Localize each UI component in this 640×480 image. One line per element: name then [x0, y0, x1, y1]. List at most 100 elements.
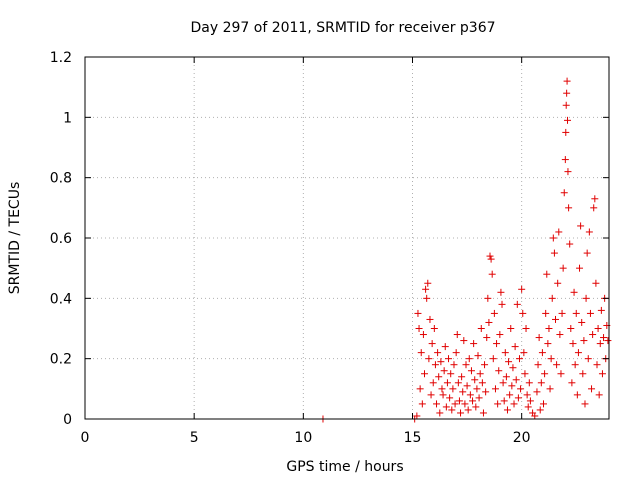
data-point: [567, 325, 575, 332]
data-point: [453, 331, 461, 339]
data-point: [490, 309, 498, 317]
x-axis-label: GPS time / hours: [286, 459, 403, 475]
data-point: [592, 279, 600, 287]
data-point: [536, 406, 544, 414]
data-point: [485, 318, 493, 326]
data-point: [500, 397, 508, 405]
y-tick-label: 1: [63, 110, 72, 126]
data-point: [442, 403, 450, 411]
data-point: [482, 388, 490, 396]
data-point: [430, 325, 438, 332]
data-point: [476, 370, 484, 378]
y-axis-label: SRMTID / TECUs: [7, 182, 23, 295]
data-point: [498, 300, 506, 308]
data-point: [451, 400, 459, 408]
data-point: [576, 264, 584, 272]
data-point: [562, 128, 570, 136]
data-point: [446, 394, 454, 402]
data-point: [553, 361, 561, 369]
plot-frame: [84, 56, 610, 420]
data-point: [591, 195, 599, 203]
data-point: [467, 367, 475, 375]
data-point: [489, 355, 497, 363]
data-point: [424, 279, 432, 287]
data-point: [461, 400, 469, 408]
data-point: [415, 325, 423, 332]
y-tick-label: 0: [63, 412, 72, 428]
data-point: [545, 325, 553, 332]
data-point: [413, 412, 421, 420]
data-point: [439, 391, 447, 399]
x-tick-label: 20: [513, 430, 531, 446]
data-point: [597, 306, 605, 314]
data-point: [596, 340, 604, 348]
data-point: [431, 361, 439, 369]
data-point: [584, 355, 592, 363]
data-point: [474, 352, 482, 360]
data-point: [515, 355, 523, 363]
data-point: [447, 370, 455, 378]
data-point: [548, 294, 556, 302]
data-point: [524, 403, 532, 411]
data-point: [419, 331, 427, 339]
data-point: [421, 370, 429, 378]
data-point: [557, 370, 565, 378]
data-point: [418, 400, 426, 408]
data-point: [569, 340, 577, 348]
data-point: [589, 331, 597, 339]
data-point: [582, 294, 590, 302]
data-point: [560, 189, 568, 197]
data-point: [429, 379, 437, 387]
data-point: [466, 391, 474, 399]
data-point: [470, 340, 478, 348]
data-point: [533, 388, 541, 396]
data-point: [518, 285, 526, 293]
data-point: [471, 376, 479, 384]
data-point: [565, 204, 573, 212]
data-point: [594, 325, 602, 332]
data-point: [540, 400, 547, 408]
chart-title: Day 297 of 2011, SRMTID for receiver p36…: [190, 20, 495, 36]
data-point: [535, 334, 543, 342]
x-tick-label: 5: [190, 430, 199, 446]
data-point: [473, 385, 481, 393]
data-point: [510, 400, 518, 408]
data-point: [604, 337, 612, 345]
data-point: [514, 394, 522, 402]
data-point: [460, 337, 468, 345]
data-point: [437, 358, 445, 366]
data-point: [484, 294, 492, 302]
data-point: [549, 234, 557, 242]
data-point: [571, 361, 579, 369]
data-point: [455, 397, 463, 405]
data-point: [546, 385, 554, 393]
data-point: [501, 349, 509, 357]
y-tick-label: 0.4: [50, 291, 72, 307]
axis-ticks: 0 5 10 15 20 0 0.2 0.4 0.6 0.8 1 1.2: [50, 50, 609, 446]
x-tick-label: 10: [294, 430, 312, 446]
data-point: [423, 294, 431, 302]
data-point: [566, 240, 574, 248]
data-point: [417, 349, 425, 357]
data-point: [496, 331, 504, 339]
data-point: [580, 337, 588, 345]
data-point: [544, 340, 552, 348]
data-point: [503, 406, 511, 414]
data-point: [522, 325, 530, 332]
data-point: [450, 361, 458, 369]
data-point: [579, 370, 587, 378]
data-point: [488, 270, 496, 278]
data-point: [486, 252, 494, 260]
data-point: [570, 288, 578, 296]
data-point: [426, 315, 434, 323]
data-point: [483, 334, 491, 342]
data-point: [481, 361, 489, 369]
data-point: [531, 412, 539, 420]
data-point: [506, 391, 514, 399]
data-point: [555, 228, 563, 236]
data-point: [511, 343, 519, 351]
data-point: [595, 391, 603, 399]
data-point: [494, 400, 502, 408]
data-point: [495, 367, 503, 375]
